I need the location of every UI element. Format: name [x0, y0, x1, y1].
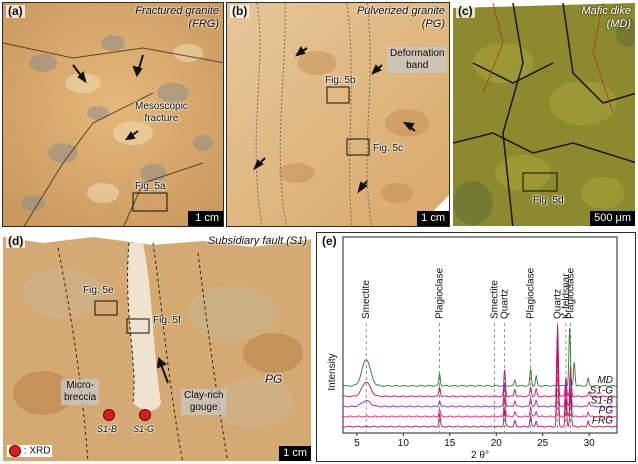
annotation-band-line1: Deformation: [390, 48, 445, 59]
series-label: MD: [597, 375, 613, 386]
peak-label: Quartz: [553, 289, 564, 319]
panel-d: (d) Subsidiary fault (S1) Fig. 5e Fig. 5…: [2, 232, 312, 462]
xrd-chart: Smectite Plagioclase Smectite Quartz Plagioc…: [327, 236, 618, 461]
panel-label-a: (a): [6, 4, 25, 18]
legend-xrd-label: : XRD: [23, 445, 51, 457]
xrd-series-line: [342, 327, 617, 387]
legend-xrd: : XRD: [7, 445, 53, 457]
x-axis-label: 2 θ°: [471, 450, 489, 461]
scale-bar-a-text: 1 cm: [195, 212, 219, 224]
annotation-fracture-line1: Mesoscopic: [135, 101, 188, 112]
series-label: S1-G: [590, 385, 614, 396]
panel-a: (a) Fractured granite (FRG) Mesoscopic f…: [2, 2, 224, 227]
fig-ref-5b: Fig. 5b: [325, 75, 356, 86]
xrd-series-line: [342, 334, 617, 418]
sample-label-s1g: S1-G: [133, 424, 155, 434]
series-label: S1-B: [591, 395, 614, 406]
xrd-series-line: [343, 329, 617, 408]
panel-title-c-line1: Mafic dike: [581, 5, 631, 17]
panel-title-b: Pulverized granite (PG): [357, 5, 445, 31]
annotation-fracture-line2: fracture: [144, 113, 179, 124]
annotation-micro-breccia: Micro- breccia: [61, 379, 100, 405]
x-tick-label: 5: [354, 438, 360, 449]
xrd-sample-dot-s1b: [103, 409, 115, 421]
x-tick-label: 15: [444, 438, 456, 449]
xrd-series-line: [342, 324, 617, 398]
annotation-pg: PG: [265, 372, 283, 386]
fig-ref-5d: Fig. 5d: [533, 195, 564, 206]
annotation-deformation-band: Deformation band: [387, 47, 448, 73]
xrd-sample-dot-s1g: [139, 409, 151, 421]
legend-xrd-dot: [9, 445, 21, 457]
panel-title-b-line1: Pulverized granite: [356, 5, 445, 17]
peak-label: Smectite: [361, 280, 372, 319]
x-tick-label: 25: [537, 438, 549, 449]
panel-label-e: (e): [320, 234, 339, 248]
annotation-gouge-line2: gouge: [189, 402, 218, 413]
x-tick-label: 20: [491, 438, 503, 449]
x-tick-label: 10: [398, 438, 410, 449]
annotation-mesoscopic-fracture: Mesoscopic fracture: [135, 101, 188, 125]
photo-fractured-granite: [3, 3, 223, 226]
fig-ref-5e: Fig. 5e: [83, 285, 114, 296]
panel-c: (c) Mafic dike (MD) Fig. 5d 500 μm: [452, 2, 636, 227]
panel-e: Smectite Plagioclase Smectite Quartz Plagioc…: [316, 232, 636, 462]
peak-label: Plagioclase: [566, 267, 577, 319]
panel-title-b-line2: (PG): [421, 18, 445, 30]
annotation-gouge-line1: Clay-rich: [184, 390, 224, 401]
peak-label: K-feldspar: [561, 273, 572, 319]
panel-title-a-line2: (FRG): [188, 18, 219, 30]
panel-label-b: (b): [230, 4, 250, 18]
scale-bar-c-text: 500 μm: [594, 212, 631, 224]
series-label: FRG: [592, 416, 613, 427]
scale-bar-b: 1 cm: [417, 211, 449, 226]
scale-bar-d: 1 cm: [279, 446, 311, 461]
panel-label-c: (c): [456, 4, 475, 18]
scale-bar-b-text: 1 cm: [421, 212, 445, 224]
panel-title-a-line1: Fractured granite: [135, 5, 219, 17]
fig-ref-5a: Fig. 5a: [135, 181, 166, 192]
panel-title-a: Fractured granite (FRG): [135, 5, 219, 31]
panel-title-c-line2: (MD): [606, 18, 631, 30]
fig-ref-5f: Fig. 5f: [153, 315, 181, 326]
y-axis-label: Intensity: [327, 353, 338, 390]
photo-subsidiary-fault: [3, 233, 311, 461]
annotation-micro-line2: breccia: [64, 392, 97, 403]
annotation-clay-gouge: Clay-rich gouge: [181, 389, 227, 415]
scale-bar-d-text: 1 cm: [283, 447, 307, 459]
fig-ref-5c: Fig. 5c: [373, 143, 404, 154]
peak-label: Quartz: [500, 289, 511, 319]
panel-title-c: Mafic dike (MD): [581, 5, 631, 31]
xrd-series-line: [342, 339, 617, 428]
peak-label: Plagioclase: [526, 267, 537, 319]
series-label: PG: [599, 406, 614, 417]
photo-pulverized-granite: [227, 3, 449, 226]
peak-label: Plagioclase: [435, 267, 446, 319]
x-tick-label: 30: [584, 438, 596, 449]
scale-bar-a: 1 cm: [188, 211, 223, 226]
panel-title-d: Subsidiary fault (S1): [207, 235, 307, 247]
plot-frame: [342, 236, 618, 434]
photo-mafic-dike: [453, 3, 635, 226]
sample-label-s1b: S1-B: [97, 424, 118, 434]
annotation-band-line2: band: [406, 60, 429, 71]
panel-label-d: (d): [6, 234, 26, 248]
annotation-micro-line1: Micro-: [66, 380, 95, 391]
peak-label: Smectite: [489, 280, 500, 319]
panel-b: (b) Pulverized granite (PG) Deformation …: [226, 2, 450, 227]
scale-bar-c: 500 μm: [590, 211, 635, 226]
